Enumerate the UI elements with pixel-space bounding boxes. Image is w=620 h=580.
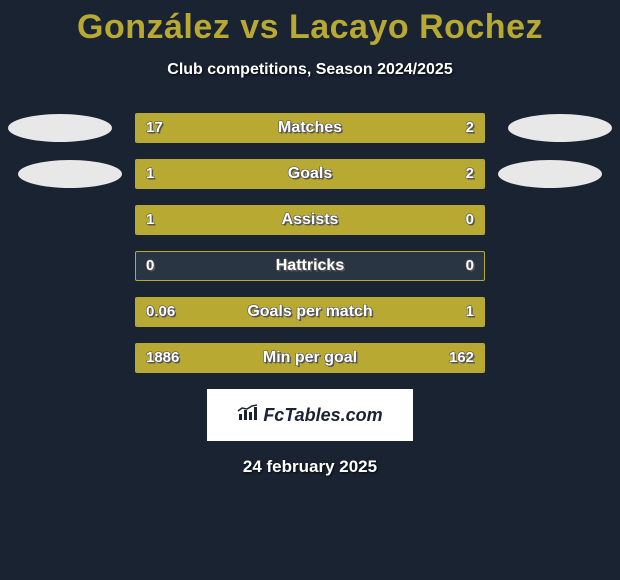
stat-row: 0.061Goals per match [0,297,620,327]
stat-bar-track: 0 0Hattricks [135,251,485,281]
player-marker-right [498,160,602,188]
logo-text: FcTables.com [263,405,382,426]
stat-bar-track: 1886162Min per goal [135,343,485,373]
comparison-chart: 172Matches 12Goals 10Assists 0 0Hattricks 0.0… [0,113,620,373]
stat-bar-left-fill [136,160,240,188]
stat-row: 0 0Hattricks [0,251,620,281]
stat-bar-track: 0.061Goals per match [135,297,485,327]
chart-icon [237,404,259,427]
stat-row: 12Goals [0,159,620,189]
stat-bar-right-fill [449,344,484,372]
stat-bar-right-fill [404,114,484,142]
stat-label: Hattricks [136,252,484,280]
stat-bar-left-fill [136,298,206,326]
date-label: 24 february 2025 [0,457,620,477]
stat-bar-track: 10Assists [135,205,485,235]
subtitle: Club competitions, Season 2024/2025 [0,61,620,79]
stat-value-right: 0 [466,252,474,280]
stat-row: 172Matches [0,113,620,143]
stat-bar-track: 172Matches [135,113,485,143]
player-marker-left [8,114,112,142]
stat-bar-left-fill [136,206,484,234]
stat-bar-left-fill [136,114,404,142]
stat-bar-left-fill [136,344,449,372]
stat-bar-right-fill [206,298,484,326]
stat-value-left: 0 [146,252,154,280]
stat-row: 10Assists [0,205,620,235]
stat-bar-right-fill [240,160,484,188]
logo-box: FcTables.com [207,389,413,441]
page-title: González vs Lacayo Rochez [0,0,620,47]
stat-row: 1886162Min per goal [0,343,620,373]
player-marker-left [18,160,122,188]
stat-bar-track: 12Goals [135,159,485,189]
player-marker-right [508,114,612,142]
